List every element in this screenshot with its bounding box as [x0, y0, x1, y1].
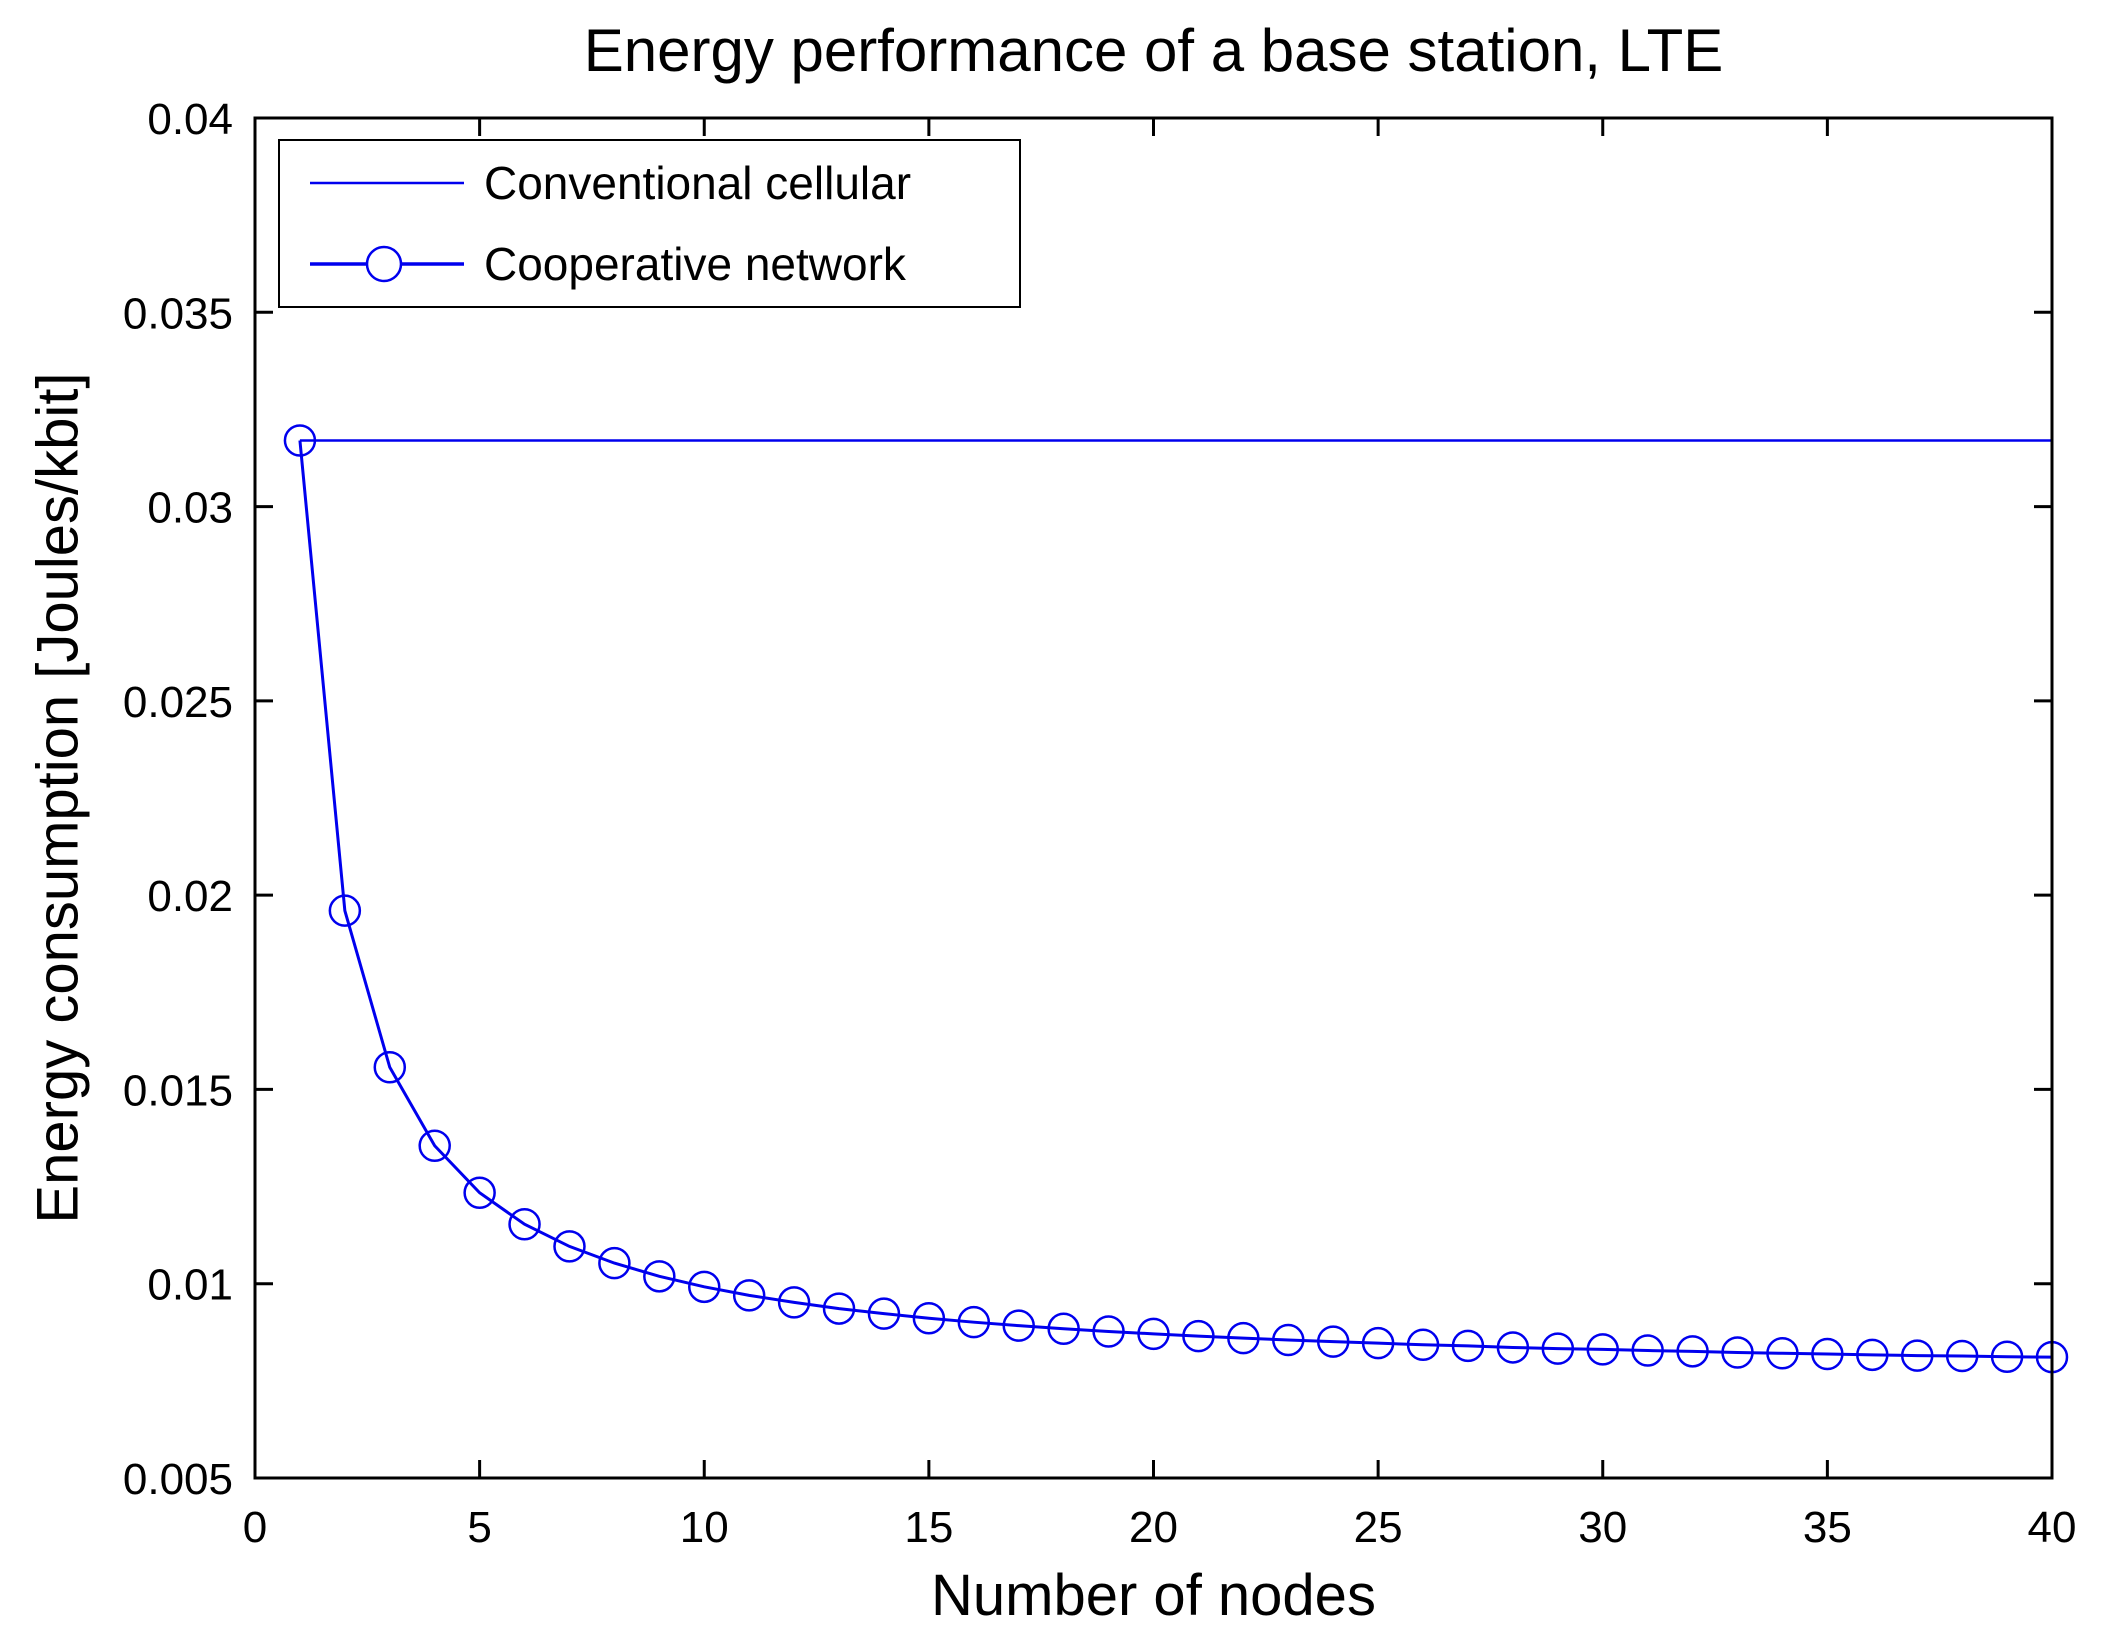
svg-text:20: 20 — [1129, 1503, 1178, 1552]
legend-entry-label: Cooperative network — [484, 238, 906, 290]
axes-box — [253, 116, 2054, 1480]
legend-line-sample-conventional — [310, 181, 464, 185]
legend-entry-conventional: Conventional cellular — [280, 144, 1019, 222]
svg-text:5: 5 — [467, 1503, 491, 1552]
y-axis-label: Energy consumption [Joules/kbit] — [25, 372, 91, 1224]
x-tick-labels: 0 5 10 15 20 25 30 35 40 — [243, 1503, 2077, 1552]
svg-text:40: 40 — [2028, 1503, 2077, 1552]
svg-text:0.01: 0.01 — [147, 1261, 233, 1310]
legend-line-sample-cooperative — [310, 245, 464, 283]
svg-text:0.04: 0.04 — [147, 95, 233, 144]
legend-entry-label: Conventional cellular — [484, 157, 912, 209]
svg-text:35: 35 — [1803, 1503, 1852, 1552]
svg-text:0.03: 0.03 — [147, 484, 233, 533]
svg-text:0: 0 — [243, 1503, 267, 1552]
svg-text:25: 25 — [1354, 1503, 1403, 1552]
y-tick-labels: 0.005 0.01 0.015 0.02 0.025 0.03 0.035 0.04 — [123, 95, 233, 1504]
svg-text:0.005: 0.005 — [123, 1455, 233, 1504]
legend-circle-marker — [365, 245, 403, 283]
svg-text:15: 15 — [904, 1503, 953, 1552]
axis-ticks — [253, 116, 2054, 1480]
legend-entry-cooperative: Cooperative network — [280, 225, 1019, 303]
chart-title: Energy performance of a base station, LT… — [583, 17, 1724, 84]
svg-text:10: 10 — [680, 1503, 729, 1552]
series-cooperative-network-markers — [283, 424, 2069, 1374]
svg-text:0.02: 0.02 — [147, 872, 233, 921]
x-axis-label: Number of nodes — [931, 1563, 1376, 1628]
svg-text:0.015: 0.015 — [123, 1066, 233, 1115]
svg-text:0.025: 0.025 — [123, 678, 233, 727]
series-cooperative-network-line — [298, 440, 2053, 1359]
svg-text:0.035: 0.035 — [123, 289, 233, 338]
svg-text:30: 30 — [1578, 1503, 1627, 1552]
legend: Conventional cellular Cooperative networ… — [278, 139, 1021, 308]
